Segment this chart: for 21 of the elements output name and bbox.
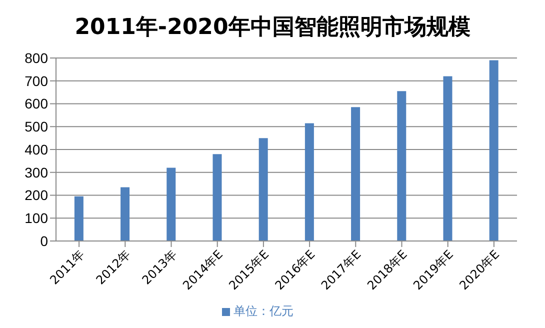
bar: [258, 138, 268, 241]
y-tick-label: 600: [24, 96, 48, 112]
bar: [212, 154, 222, 241]
y-tick-label: 500: [24, 118, 48, 135]
chart-title: 2011年-2020年中国智能照明市场规模: [74, 14, 472, 42]
bar: [443, 76, 452, 241]
bar: [397, 91, 406, 241]
bar: [166, 168, 176, 241]
y-tick-label: 400: [24, 141, 48, 158]
bar: [120, 187, 130, 241]
y-tick-label: 800: [24, 50, 48, 66]
y-tick-label: 300: [24, 164, 48, 180]
bar: [351, 107, 360, 241]
legend-label: 单位：亿元: [234, 304, 294, 318]
y-tick-label: 0: [40, 232, 48, 249]
y-tick-label: 100: [24, 210, 48, 226]
bar: [304, 123, 314, 241]
y-tick-label: 200: [24, 187, 48, 204]
bar: [489, 60, 498, 241]
y-tick-label: 700: [24, 72, 48, 89]
bar: [74, 196, 84, 241]
